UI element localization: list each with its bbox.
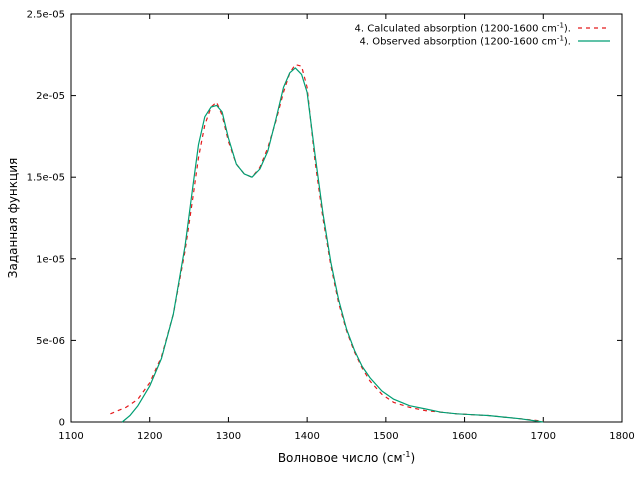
plot-border bbox=[70, 13, 623, 423]
x-tick-label: 1400 bbox=[294, 431, 319, 442]
legend-label: 4. Calculated absorption (1200-1600 cm-1… bbox=[355, 22, 571, 35]
legend-label-sup: -1 bbox=[557, 22, 564, 30]
legend: 4. Calculated absorption (1200-1600 cm-1… bbox=[355, 22, 610, 48]
legend-label-suffix: ). bbox=[564, 24, 571, 35]
legend-label-suffix: ). bbox=[564, 37, 571, 48]
y-axis-label: Заданная функция bbox=[6, 158, 20, 278]
x-tick-label: 1800 bbox=[609, 431, 634, 442]
calculated-absorption-line bbox=[110, 63, 544, 422]
x-tick-label: 1300 bbox=[216, 431, 241, 442]
x-tick-label: 1500 bbox=[373, 431, 398, 442]
axes-frame bbox=[70, 13, 623, 423]
axis-labels: Волновое число (см-1) Заданная функция bbox=[6, 158, 415, 465]
x-axis-label-suffix: ) bbox=[410, 451, 415, 465]
y-tick-label: 5e-06 bbox=[36, 336, 65, 347]
x-tick-label: 1100 bbox=[58, 431, 83, 442]
x-axis-label: Волновое число (см-1) bbox=[278, 450, 415, 465]
axis-ticks: 1100 1200 1300 1400 1500 1600 1700 1800 0 5e-06 1e… bbox=[27, 10, 635, 443]
legend-label: 4. Observed absorption (1200-1600 cm-1). bbox=[359, 35, 571, 48]
y-tick-label: 1.5e-05 bbox=[27, 173, 65, 184]
legend-label-sup: -1 bbox=[557, 35, 564, 43]
x-tick-label: 1200 bbox=[137, 431, 162, 442]
y-tick-label: 2e-05 bbox=[36, 91, 65, 102]
y-tick-label: 1e-05 bbox=[36, 254, 65, 265]
x-axis-label-sup: -1 bbox=[403, 450, 411, 459]
series-group bbox=[110, 63, 544, 423]
y-tick-label: 0 bbox=[59, 418, 65, 429]
observed-absorption-line bbox=[121, 67, 544, 423]
y-tick-label: 2.5e-05 bbox=[27, 10, 65, 21]
x-tick-label: 1700 bbox=[531, 431, 556, 442]
x-tick-label: 1600 bbox=[452, 431, 477, 442]
